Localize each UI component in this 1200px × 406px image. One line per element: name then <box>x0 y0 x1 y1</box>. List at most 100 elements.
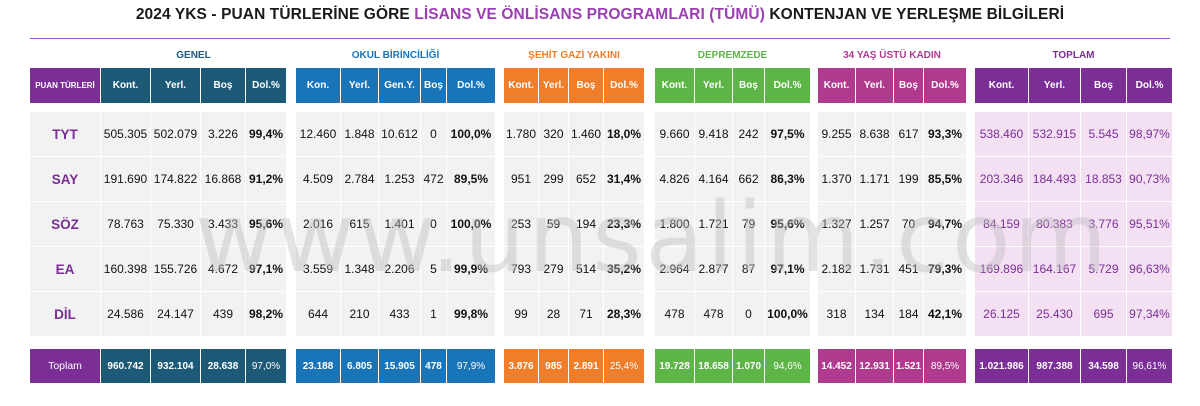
group-deprem: DEPREMZEDE Kont. Yerl. Boş Dol.% 9.660 9… <box>655 50 810 383</box>
sehit-cell: 28 <box>539 292 569 337</box>
okul-header-dol: Dol.% <box>457 80 485 91</box>
okul-cell: 0 <box>421 112 447 157</box>
label-column: PUAN TÜRLERİ TYT SAY SÖZ EA DİL Toplam <box>30 50 100 383</box>
genel-cell: 502.079 <box>151 112 201 157</box>
deprem-total: 1.070 <box>733 349 765 383</box>
toplam-cell: 538.460 <box>975 112 1029 157</box>
genel-cell: 24.586 <box>101 292 151 337</box>
kadin-header-bos: Boş <box>894 68 924 103</box>
deprem-cell: 9.418 <box>695 112 733 157</box>
sehit-cell: 253 <box>504 202 539 247</box>
sehit-cell: 99 <box>504 292 539 337</box>
sehit-cell-pct: 23,3% <box>604 202 644 247</box>
deprem-cell-pct: 100,0% <box>765 292 810 337</box>
deprem-header-kont: Kont. <box>655 68 695 103</box>
deprem-cell: 1.721 <box>695 202 733 247</box>
sehit-header-dol: Dol.% <box>610 80 638 91</box>
toplam-cell: 164.167 <box>1029 247 1081 292</box>
okul-cell: 644 <box>296 292 341 337</box>
kadin-cell: 318 <box>818 292 856 337</box>
okul-cell: 210 <box>341 292 379 337</box>
okul-cell: 0 <box>421 202 447 247</box>
kadin-header-dol: Dol.% <box>931 80 959 91</box>
okul-cell: 10.612 <box>379 112 421 157</box>
kadin-cell: 1.257 <box>856 202 894 247</box>
kadin-cell: 184 <box>894 292 924 337</box>
sehit-cell-pct: 35,2% <box>604 247 644 292</box>
genel-cell-pct: 97,1% <box>246 247 286 292</box>
toplam-cell-pct: 90,73% <box>1127 157 1172 202</box>
okul-cell-pct: 99,9% <box>447 247 495 292</box>
kadin-cell-pct: 94,7% <box>924 202 966 247</box>
okul-header-yerl: Yerl. <box>341 68 379 103</box>
toplam-header-kont: Kont. <box>975 68 1029 103</box>
label-tyt: TYT <box>30 112 100 157</box>
genel-cell-pct: 95,6% <box>246 202 286 247</box>
deprem-total: 18.658 <box>695 349 733 383</box>
sehit-cell: 299 <box>539 157 569 202</box>
genel-total-pct: 97,0% <box>251 360 281 372</box>
page-title: 2024 YKS - PUAN TÜRLERİNE GÖRE LİSANS VE… <box>0 6 1200 24</box>
okul-total: 6.805 <box>341 349 379 383</box>
deprem-cell-pct: 95,6% <box>765 202 810 247</box>
group-toplam: TOPLAM Kont. Yerl. Boş Dol.% 538.460 532… <box>975 50 1172 383</box>
sehit-cell: 1.780 <box>504 112 539 157</box>
table-row: 169.896 164.167 5.729 96,63% <box>975 247 1172 292</box>
okul-cell: 5 <box>421 247 447 292</box>
sehit-header-bos: Boş <box>569 68 604 103</box>
kadin-cell: 1.171 <box>856 157 894 202</box>
toplam-cell: 532.915 <box>1029 112 1081 157</box>
toplam-header-dol: Dol.% <box>1135 80 1164 91</box>
kadin-cell-pct: 79,3% <box>924 247 966 292</box>
genel-cell: 24.147 <box>151 292 201 337</box>
deprem-cell: 2.877 <box>695 247 733 292</box>
okul-cell-pct: 99,8% <box>447 292 495 337</box>
kadin-header-yerl: Yerl. <box>856 68 894 103</box>
genel-cell: 4.672 <box>201 247 246 292</box>
genel-cell: 3.226 <box>201 112 246 157</box>
genel-total: 28.638 <box>201 349 246 383</box>
deprem-cell-pct: 97,5% <box>765 112 810 157</box>
genel-cell: 75.330 <box>151 202 201 247</box>
kadin-cell: 8.638 <box>856 112 894 157</box>
kadin-title: 34 YAŞ ÜSTÜ KADIN <box>843 50 941 61</box>
kadin-cell-pct: 85,5% <box>924 157 966 202</box>
deprem-cell: 4.826 <box>655 157 695 202</box>
title-highlight: LİSANS VE ÖNLİSANS PROGRAMLARI (TÜMÜ) <box>414 6 765 23</box>
genel-header-kont: Kont. <box>101 68 151 103</box>
kadin-cell-pct: 93,3% <box>924 112 966 157</box>
sehit-total: 2.891 <box>569 349 604 383</box>
deprem-cell-pct: 86,3% <box>765 157 810 202</box>
kadin-header-kont: Kont. <box>818 68 856 103</box>
genel-cell: 155.726 <box>151 247 201 292</box>
genel-cell: 505.305 <box>101 112 151 157</box>
toplam-title: TOPLAM <box>1052 50 1095 61</box>
okul-title: OKUL BİRİNCİLİĞİ <box>351 50 440 61</box>
table-row: 253 59 194 23,3% <box>504 202 644 247</box>
deprem-cell-pct: 97,1% <box>765 247 810 292</box>
table-row: 160.398 155.726 4.672 97,1% <box>101 247 286 292</box>
deprem-cell: 0 <box>733 292 765 337</box>
kadin-total-pct: 89,5% <box>930 360 960 372</box>
sehit-cell-pct: 18,0% <box>604 112 644 157</box>
genel-cell: 439 <box>201 292 246 337</box>
okul-header-kon: Kon. <box>296 68 341 103</box>
label-ea: EA <box>30 247 100 292</box>
table-row: 478 478 0 100,0% <box>655 292 810 337</box>
deprem-cell: 4.164 <box>695 157 733 202</box>
genel-header-yerl: Yerl. <box>151 68 201 103</box>
table-row: 1.780 320 1.460 18,0% <box>504 112 644 157</box>
toplam-cell-pct: 98,97% <box>1127 112 1172 157</box>
genel-cell: 3.433 <box>201 202 246 247</box>
label-total: Toplam <box>48 360 82 372</box>
table-row: 84.159 80.383 3.776 95,51% <box>975 202 1172 247</box>
deprem-header-dol: Dol.% <box>773 80 802 91</box>
sehit-cell: 951 <box>504 157 539 202</box>
deprem-total: 19.728 <box>655 349 695 383</box>
kadin-cell: 2.182 <box>818 247 856 292</box>
sehit-header-yerl: Yerl. <box>539 68 569 103</box>
table-row: 4.509 2.784 1.253 472 89,5% <box>296 157 495 202</box>
table-row: 538.460 532.915 5.545 98,97% <box>975 112 1172 157</box>
kadin-cell: 134 <box>856 292 894 337</box>
genel-cell-pct: 99,4% <box>246 112 286 157</box>
